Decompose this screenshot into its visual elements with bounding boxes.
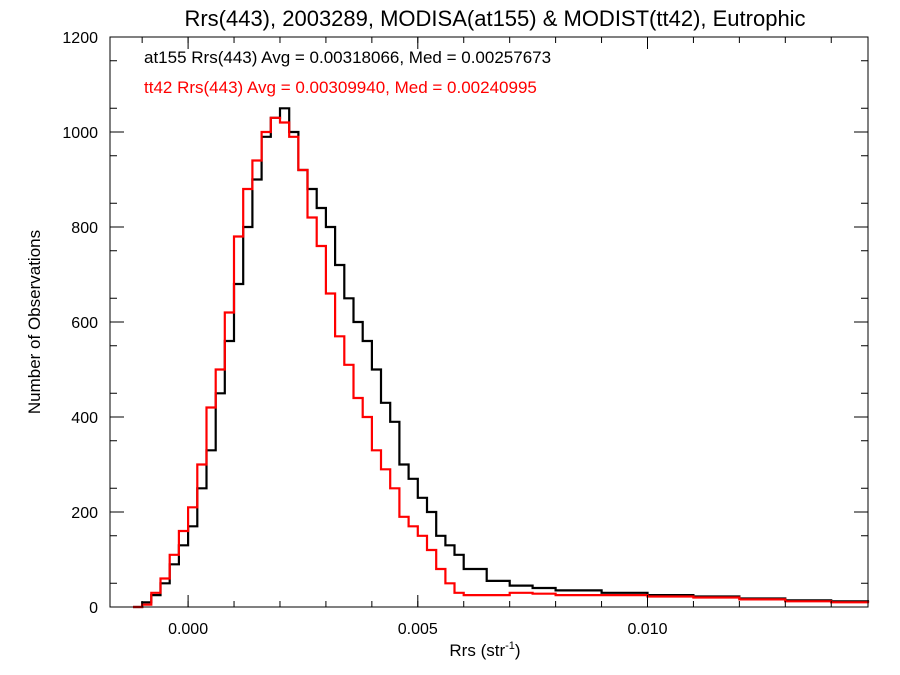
- x-axis-label: Rrs (str-1): [449, 640, 520, 660]
- series-layer: [133, 107, 870, 609]
- x-tick-label: 0.010: [627, 621, 667, 638]
- y-axis-label: Number of Observations: [25, 230, 44, 414]
- x-tick-label: 0.000: [168, 621, 208, 638]
- y-tick-label: 0: [89, 600, 98, 617]
- x-tick-label: 0.005: [398, 621, 438, 638]
- y-tick-label: 1000: [62, 125, 98, 142]
- legend-annotation-at155: at155 Rrs(443) Avg = 0.00318066, Med = 0…: [144, 48, 551, 67]
- y-axis: 0 200 400 600 800 1000 1200: [62, 30, 868, 617]
- legend-annotation-tt42: tt42 Rrs(443) Avg = 0.00309940, Med = 0.…: [144, 78, 537, 97]
- series-line-tt42: [133, 116, 870, 609]
- y-tick-label: 1200: [62, 30, 98, 47]
- y-tick-label: 800: [71, 220, 98, 237]
- chart-title: Rrs(443), 2003289, MODISA(at155) & MODIS…: [184, 6, 805, 31]
- x-axis: 0.000 0.005 0.010: [141, 37, 832, 638]
- y-tick-label: 400: [71, 410, 98, 427]
- x-axis-label-close: ): [515, 641, 521, 660]
- y-tick-label: 600: [71, 315, 98, 332]
- x-axis-label-main: Rrs (str: [449, 641, 505, 660]
- y-tick-label: 200: [71, 505, 98, 522]
- x-axis-label-superscript: -1: [505, 640, 515, 652]
